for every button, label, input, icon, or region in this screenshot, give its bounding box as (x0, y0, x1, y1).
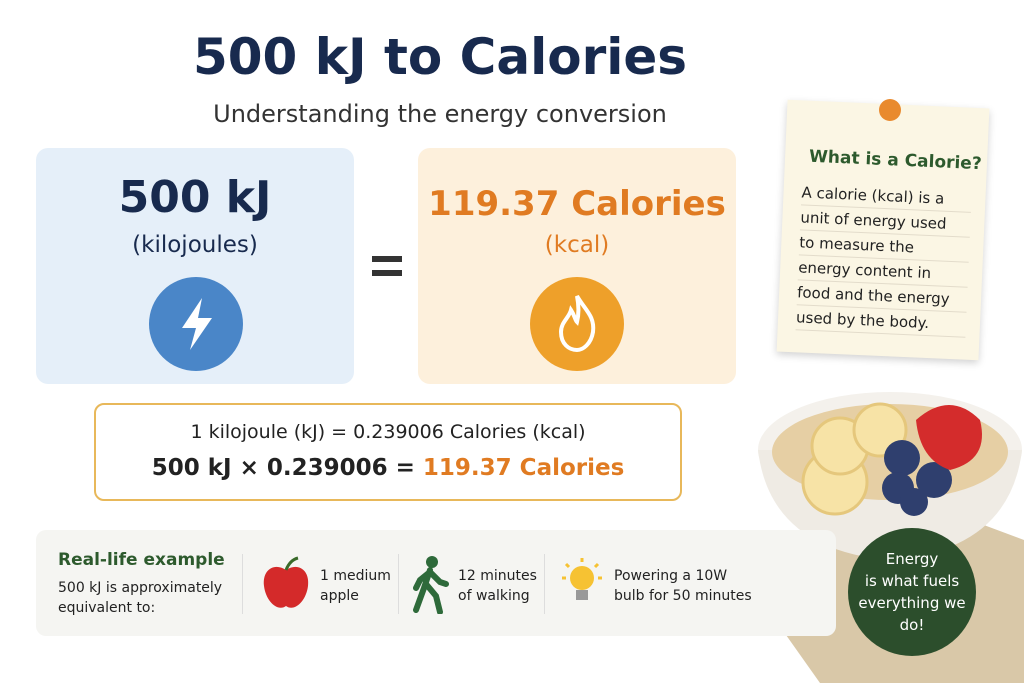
formula-result: 119.37 Calories (422, 455, 625, 481)
note-card: What is a Calorie? A calorie (kcal) is a… (776, 99, 990, 361)
kj-value: 500 kJ (118, 172, 272, 223)
badge-line: is what fuels (864, 572, 960, 590)
separator (242, 554, 243, 614)
equals-sign (372, 256, 402, 276)
example-item: 1 medium (320, 568, 391, 584)
kj-card: 500 kJ (kilojoules) (36, 148, 354, 384)
bolt-icon (149, 277, 243, 371)
badge-line: do! (899, 616, 925, 634)
separator (544, 554, 545, 614)
walking-icon (413, 556, 449, 614)
pin (879, 99, 901, 121)
example-item: of walking (458, 588, 530, 604)
kcal-unit: (kcal) (544, 232, 610, 258)
example-item: apple (320, 588, 359, 604)
subtitle: Understanding the energy conversion (213, 100, 667, 128)
example-text: equivalent to: (58, 600, 156, 616)
example-strip: Real-life example 500 kJ is approximatel… (36, 530, 836, 636)
flame-icon (530, 277, 624, 371)
bulb-icon (562, 558, 602, 600)
apple-icon (263, 556, 309, 608)
title: 500 kJ to Calories (192, 28, 688, 86)
formula-box: 1 kilojoule (kJ) = 0.239006 Calories (kc… (94, 403, 682, 501)
note-title: What is a Calorie? (808, 146, 983, 175)
example-item: 12 minutes (458, 568, 537, 584)
formula-line: 1 kilojoule (kJ) = 0.239006 Calories (kc… (190, 421, 586, 443)
formula-calc: 500 kJ × 0.239006 = (151, 455, 415, 481)
separator (398, 554, 399, 614)
badge: Energy is what fuels everything we do! (848, 528, 976, 656)
example-text: 500 kJ is approximately (58, 580, 223, 596)
badge-line: everything we (858, 594, 966, 612)
example-title: Real-life example (58, 550, 225, 570)
kcal-card: 119.37 Calories (kcal) (418, 148, 736, 384)
example-item: Powering a 10W (614, 568, 728, 584)
example-item: bulb for 50 minutes (614, 588, 752, 604)
kj-unit: (kilojoules) (132, 232, 258, 258)
badge-line: Energy (885, 550, 939, 568)
kcal-value: 119.37 Calories (428, 184, 726, 224)
